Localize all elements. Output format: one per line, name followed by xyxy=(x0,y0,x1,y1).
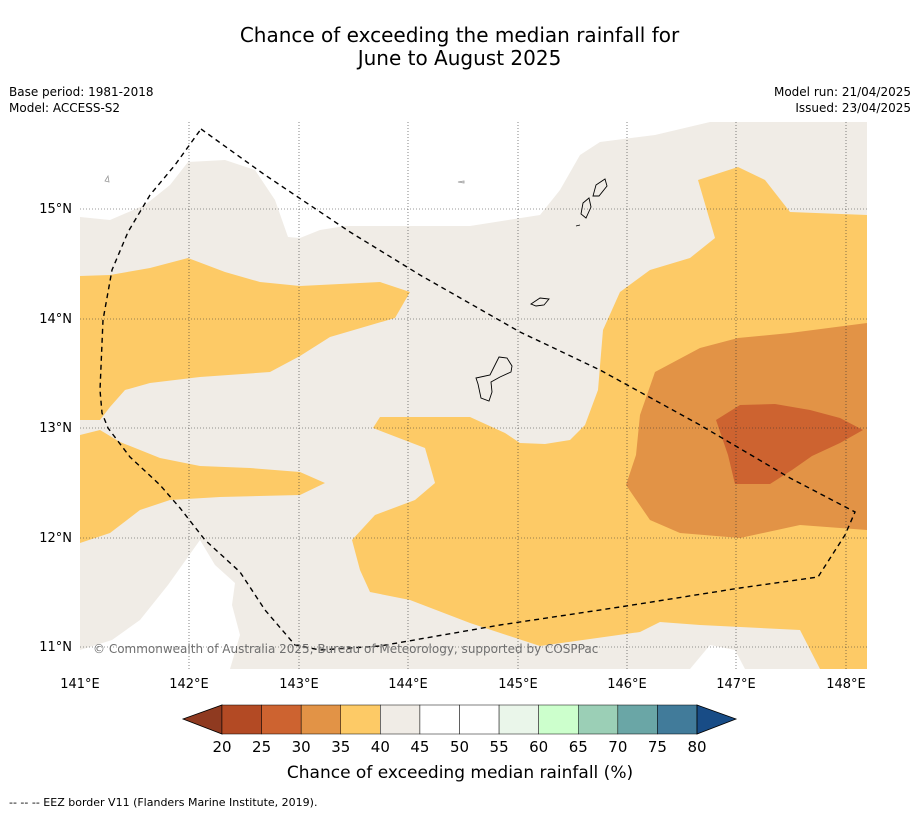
lon-label-141: 141°E xyxy=(60,677,100,692)
lon-label-148: 148°E xyxy=(826,677,866,692)
colorbar-cell xyxy=(261,704,302,735)
lon-label-142: 142°E xyxy=(169,677,209,692)
gridlines xyxy=(80,122,867,669)
islet-1 xyxy=(104,174,110,183)
colorbar-tick-label: 80 xyxy=(687,738,706,756)
lon-label-143: 143°E xyxy=(279,677,319,692)
region-25-30 xyxy=(716,404,863,484)
model-text: Model: ACCESS-S2 xyxy=(9,101,121,115)
colorbar-cell xyxy=(380,704,421,735)
colorbar-tick-label: 40 xyxy=(371,738,390,756)
colorbar-cell xyxy=(498,704,539,735)
colorbar-cell xyxy=(300,704,341,735)
colorbar-tick-label: 20 xyxy=(212,738,231,756)
region-35-40-west-lower xyxy=(80,430,325,543)
colorbar-cell xyxy=(419,704,460,735)
white-patch-south xyxy=(80,540,240,669)
colorbar-tick-labels: 20 25 30 35 40 45 50 55 60 65 70 75 80 xyxy=(212,738,706,756)
eez-footnote: -- -- -- EEZ border V11 (Flanders Marine… xyxy=(9,796,318,809)
lat-label-13: 13°N xyxy=(39,421,72,436)
colorbar-cell xyxy=(538,704,579,735)
colorbar-tick-label: 60 xyxy=(529,738,548,756)
colorbar-label: Chance of exceeding median rainfall (%) xyxy=(287,763,633,783)
issued-text: Issued: 23/04/2025 xyxy=(795,101,911,115)
lat-label-15: 15°N xyxy=(39,202,72,217)
colorbar-tick-label: 55 xyxy=(490,738,509,756)
colorbar-over-arrow xyxy=(696,704,738,735)
colorbar-tick-label: 30 xyxy=(292,738,311,756)
white-patch-southeast xyxy=(690,645,745,669)
lat-label-14: 14°N xyxy=(39,312,72,327)
region-35-40-west-upper xyxy=(80,258,410,420)
colorbar-cell xyxy=(657,704,698,735)
colorbar-tick-label: 50 xyxy=(450,738,469,756)
colorbar-under-arrow xyxy=(181,704,223,735)
colorbar-tick-label: 35 xyxy=(331,738,350,756)
lon-label-146: 146°E xyxy=(607,677,647,692)
lon-label-145: 145°E xyxy=(498,677,538,692)
base-period-text: Base period: 1981-2018 xyxy=(9,85,154,99)
map-title-line-2: June to August 2025 xyxy=(357,46,562,70)
lat-label-11: 11°N xyxy=(39,640,72,655)
colorbar-tick-label: 75 xyxy=(648,738,667,756)
colorbar-cell xyxy=(340,704,381,735)
colorbar-cell xyxy=(459,704,500,735)
lon-label-147: 147°E xyxy=(716,677,756,692)
colorbar-cell xyxy=(617,704,658,735)
lon-label-144: 144°E xyxy=(388,677,428,692)
model-run-text: Model run: 21/04/2025 xyxy=(773,85,911,99)
guam-island xyxy=(475,356,513,402)
colorbar-cell xyxy=(578,704,619,735)
colorbar-cells xyxy=(221,704,698,735)
colorbar-tick-label: 70 xyxy=(608,738,627,756)
region-35-40-southeast xyxy=(352,167,867,669)
colorbar-tick-label: 45 xyxy=(410,738,429,756)
tinian-island xyxy=(580,197,592,219)
colorbar-cell xyxy=(221,704,262,735)
lat-label-12: 12°N xyxy=(39,531,72,546)
map-title-line-1: Chance of exceeding the median rainfall … xyxy=(239,23,680,47)
colorbar: 20 25 30 35 40 45 50 55 60 65 70 75 80 Chance of exc… xyxy=(181,704,738,783)
copyright-text: © Commonwealth of Australia 2025, Bureau… xyxy=(93,642,598,656)
saipan-island xyxy=(592,178,608,197)
colorbar-tick-label: 65 xyxy=(569,738,588,756)
eez-border xyxy=(99,128,856,651)
rota-island xyxy=(530,297,550,307)
islet-2 xyxy=(457,180,465,184)
map-area: © Commonwealth of Australia 2025, Bureau… xyxy=(80,122,867,669)
islet-3 xyxy=(575,224,581,227)
colorbar-tick-label: 25 xyxy=(252,738,271,756)
